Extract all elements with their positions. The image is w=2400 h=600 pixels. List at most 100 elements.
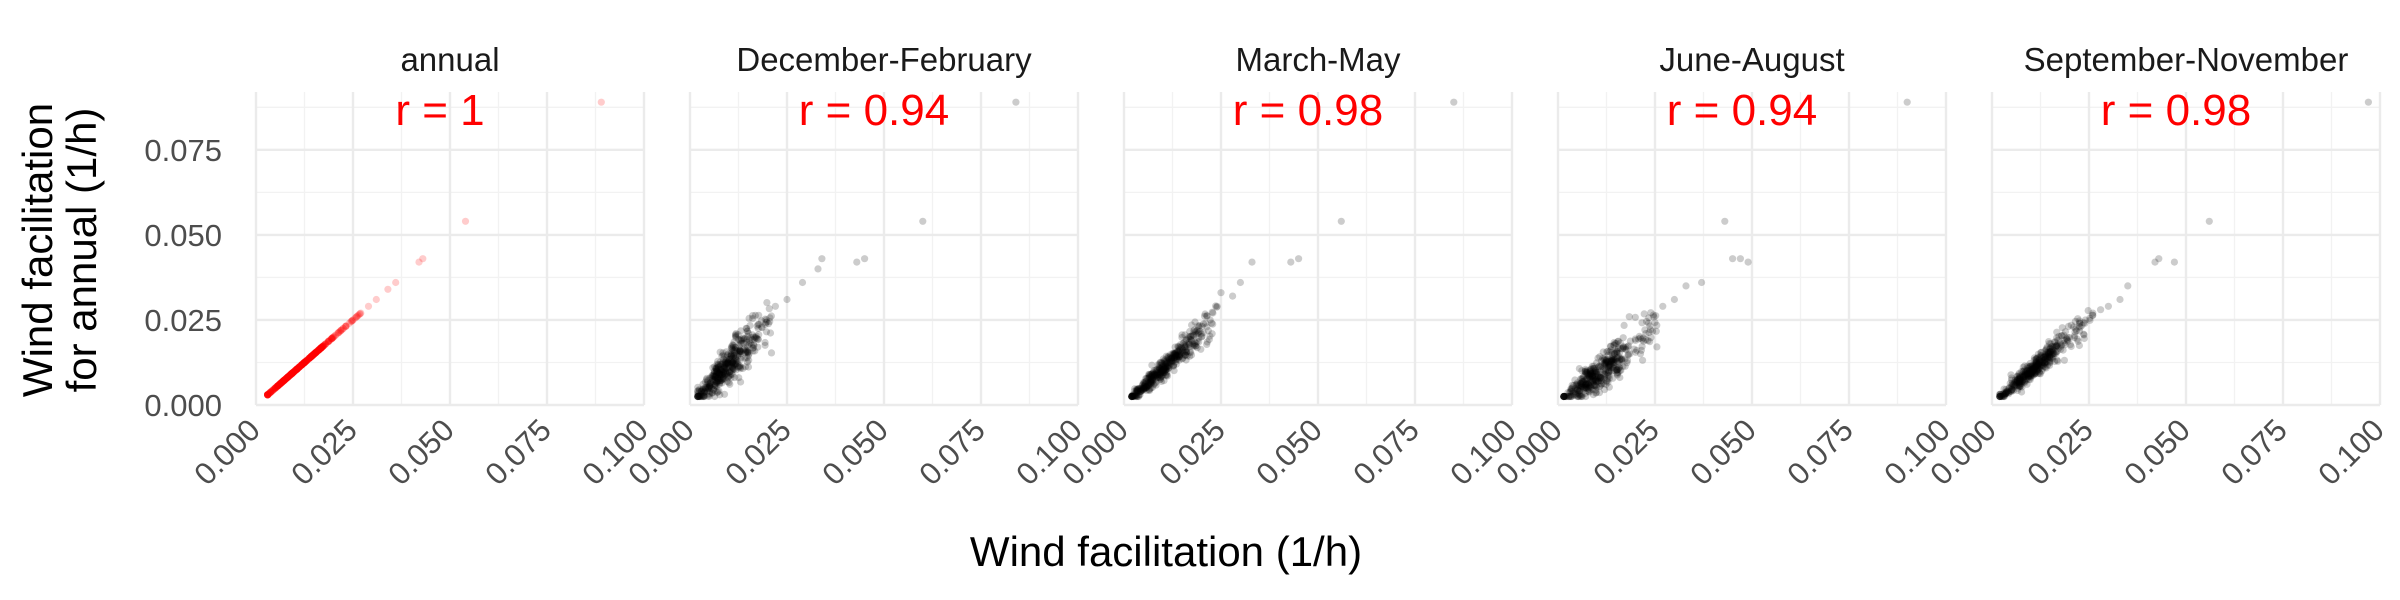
data-point	[1182, 348, 1190, 356]
data-point	[730, 349, 738, 357]
data-point	[697, 392, 705, 401]
data-point	[729, 364, 737, 372]
data-point	[328, 334, 336, 343]
data-point	[1213, 303, 1221, 311]
data-point	[1155, 361, 1163, 369]
data-point	[736, 346, 744, 354]
data-point	[712, 371, 721, 379]
data-point	[286, 371, 294, 379]
data-point	[2029, 367, 2037, 375]
data-point	[722, 361, 730, 369]
data-point	[750, 341, 758, 349]
data-point	[766, 318, 774, 326]
data-point	[415, 258, 423, 266]
data-point	[1161, 366, 1169, 374]
data-point	[722, 360, 730, 368]
data-point	[285, 372, 293, 380]
data-point	[264, 391, 272, 399]
data-point	[283, 374, 291, 382]
data-point	[342, 322, 350, 330]
data-point	[703, 376, 711, 384]
data-point	[721, 360, 729, 368]
data-point	[714, 377, 722, 385]
data-point	[2030, 354, 2038, 362]
data-point	[1736, 255, 1744, 263]
data-point	[720, 371, 728, 379]
data-point	[275, 380, 284, 388]
data-point	[281, 375, 289, 384]
data-point	[293, 365, 301, 373]
data-point	[718, 373, 726, 381]
data-point	[1623, 356, 1632, 364]
data-point	[303, 356, 311, 364]
data-point	[1729, 255, 1737, 263]
data-point	[1152, 371, 1160, 379]
data-point	[264, 391, 272, 399]
data-point	[317, 344, 325, 352]
data-point	[717, 371, 725, 379]
data-point	[1620, 321, 1628, 329]
data-point	[286, 371, 294, 379]
data-point	[731, 360, 740, 368]
data-point	[278, 378, 286, 386]
data-point	[276, 379, 285, 388]
data-point	[2104, 302, 2112, 310]
data-point	[705, 390, 713, 398]
data-point	[301, 358, 309, 366]
data-point	[277, 379, 285, 387]
data-point	[297, 361, 305, 369]
data-point	[1636, 350, 1645, 358]
data-point	[720, 390, 729, 398]
data-point	[749, 344, 757, 352]
data-point	[271, 385, 279, 393]
data-point	[286, 371, 295, 379]
data-point	[730, 357, 738, 365]
data-point	[419, 255, 427, 263]
data-point	[1144, 378, 1152, 387]
data-point	[1645, 328, 1653, 337]
data-point	[766, 314, 774, 322]
data-point	[319, 342, 327, 350]
data-point	[754, 320, 762, 329]
data-point	[284, 372, 293, 381]
data-point	[745, 336, 754, 344]
data-point	[717, 374, 725, 382]
data-point	[305, 355, 313, 363]
data-point	[706, 382, 714, 390]
data-point	[311, 349, 319, 357]
data-point	[283, 374, 291, 382]
data-point	[1295, 255, 1303, 263]
correlation-label: r = 0.94	[1667, 86, 1817, 135]
data-point	[722, 357, 730, 365]
data-point	[736, 348, 744, 356]
data-point	[301, 358, 309, 366]
data-point	[300, 359, 308, 367]
data-point	[732, 333, 740, 341]
data-point	[1217, 289, 1225, 297]
data-point	[1229, 292, 1237, 300]
data-point	[712, 371, 720, 379]
data-point	[1150, 373, 1158, 381]
data-point	[1164, 354, 1173, 362]
data-point	[1186, 342, 1194, 350]
data-point	[730, 352, 738, 360]
data-point	[1170, 354, 1178, 362]
data-point	[723, 351, 732, 359]
data-point	[725, 368, 734, 377]
data-point	[311, 349, 319, 357]
data-point	[728, 344, 736, 352]
data-point	[713, 368, 721, 376]
data-point	[274, 382, 282, 390]
data-point	[1198, 332, 1206, 340]
data-point	[1208, 308, 1216, 316]
data-point	[723, 365, 731, 373]
data-point	[743, 324, 751, 333]
data-point	[705, 380, 714, 388]
data-point	[317, 344, 325, 352]
data-point	[2057, 332, 2065, 340]
data-point	[1166, 355, 1174, 363]
data-point	[298, 361, 306, 369]
data-point	[734, 335, 743, 344]
data-point	[264, 391, 272, 399]
data-point	[277, 379, 285, 387]
